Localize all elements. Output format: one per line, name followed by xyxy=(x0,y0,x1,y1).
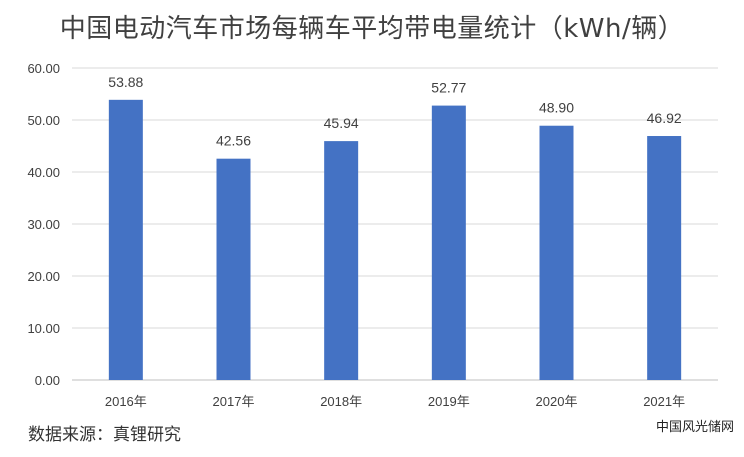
gridlines xyxy=(72,67,718,381)
bar xyxy=(324,141,359,380)
bar-value-label: 46.92 xyxy=(647,110,682,126)
y-tick-label: 0.00 xyxy=(35,373,60,388)
y-tick-label: 50.00 xyxy=(27,113,60,128)
y-tick-label: 60.00 xyxy=(27,61,60,76)
y-tick-label: 30.00 xyxy=(27,217,60,232)
watermark: 中国风光储网 xyxy=(655,420,734,435)
bar xyxy=(431,105,466,380)
bar-value-label: 48.90 xyxy=(539,100,574,116)
y-axis-ticks: 0.00 10.00 20.00 30.00 40.00 50.00 60.00 xyxy=(27,61,60,388)
x-tick-label: 2016年 xyxy=(105,394,147,409)
x-tick-label: 2019年 xyxy=(428,394,470,409)
bar-value-label: 45.94 xyxy=(324,115,359,131)
y-tick-label: 10.00 xyxy=(27,321,60,336)
bar xyxy=(647,136,682,380)
chart-title: 中国电动汽车市场每辆车平均带电量统计（kWh/辆） xyxy=(59,14,685,44)
bar xyxy=(539,125,574,380)
bar xyxy=(108,99,143,380)
bar xyxy=(216,158,251,380)
x-tick-label: 2020年 xyxy=(536,394,578,409)
data-labels: 53.88 42.56 45.94 52.77 48.90 46.92 xyxy=(108,74,682,149)
x-tick-label: 2021年 xyxy=(643,394,685,409)
bar-value-label: 52.77 xyxy=(431,80,466,96)
bar-value-label: 42.56 xyxy=(216,133,251,149)
y-tick-label: 40.00 xyxy=(27,165,60,180)
bar-value-label: 53.88 xyxy=(108,74,143,90)
x-tick-label: 2018年 xyxy=(320,394,362,409)
y-tick-label: 20.00 xyxy=(27,269,60,284)
source-note: 数据来源：真锂研究 xyxy=(28,425,181,445)
bars xyxy=(108,99,682,380)
x-axis-ticks: 2016年 2017年 2018年 2019年 2020年 2021年 xyxy=(105,394,685,409)
x-tick-label: 2017年 xyxy=(213,394,255,409)
